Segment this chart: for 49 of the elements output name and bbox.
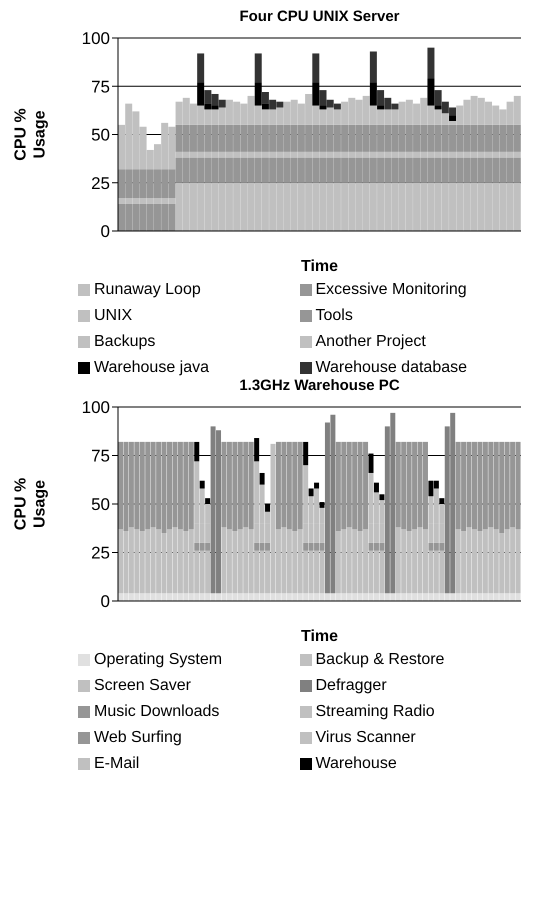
bar <box>377 106 384 110</box>
legend-label: Streaming Radio <box>316 703 435 721</box>
legend-label: Excessive Monitoring <box>316 281 467 299</box>
y-tick-label: 100 <box>82 29 110 48</box>
legend-label: Another Project <box>316 333 426 351</box>
legend-label: Runaway Loop <box>94 281 201 299</box>
bar <box>314 482 320 488</box>
y-tick-label: 75 <box>91 446 110 466</box>
bar <box>370 52 377 82</box>
legend-label: Virus Scanner <box>316 729 416 747</box>
legend-label: Screen Saver <box>94 677 191 695</box>
bar <box>197 53 204 82</box>
y-axis-title: CPU % Usage <box>12 478 48 530</box>
bar <box>374 482 379 492</box>
y-tick-label: 25 <box>91 174 110 193</box>
chart-title: Four CPU UNIX Server <box>238 8 401 27</box>
bar <box>320 106 326 110</box>
legend-label: E-Mail <box>94 755 140 773</box>
legend-label: Operating System <box>94 651 222 669</box>
x-axis-title: Time <box>300 258 338 275</box>
y-tick-label: 50 <box>91 126 110 145</box>
bar <box>379 494 384 500</box>
legend-label: Defragger <box>316 677 387 695</box>
legend-label: Warehouse <box>316 755 397 773</box>
y-tick-label: 75 <box>91 77 110 96</box>
y-tick-label: 50 <box>91 495 110 514</box>
y-axis-title: CPU % Usage <box>12 108 48 161</box>
bar <box>260 472 265 485</box>
bar <box>312 53 320 82</box>
chart-title: 1.3GHz Warehouse PC <box>238 377 401 396</box>
y-tick-label: 100 <box>82 398 110 418</box>
legend-label: Web Surfing <box>94 729 182 747</box>
bar <box>427 48 434 79</box>
legend-label: UNIX <box>94 307 132 325</box>
x-axis-title: Time <box>300 628 338 645</box>
bar <box>200 480 205 488</box>
legend-label: Warehouse database <box>316 359 468 377</box>
legend-label: Warehouse java <box>94 359 210 377</box>
bar <box>254 53 262 82</box>
bar <box>449 115 456 121</box>
bar <box>308 488 314 496</box>
legend-label: Backups <box>94 333 156 351</box>
y-tick-label: 0 <box>100 222 110 242</box>
legend-label: Backup & Restore <box>316 651 444 669</box>
legend-label: Music Downloads <box>94 703 220 721</box>
y-tick-label: 0 <box>100 592 110 612</box>
y-tick-label: 25 <box>91 544 110 563</box>
bar <box>434 106 442 110</box>
legend-label: Tools <box>316 307 353 325</box>
